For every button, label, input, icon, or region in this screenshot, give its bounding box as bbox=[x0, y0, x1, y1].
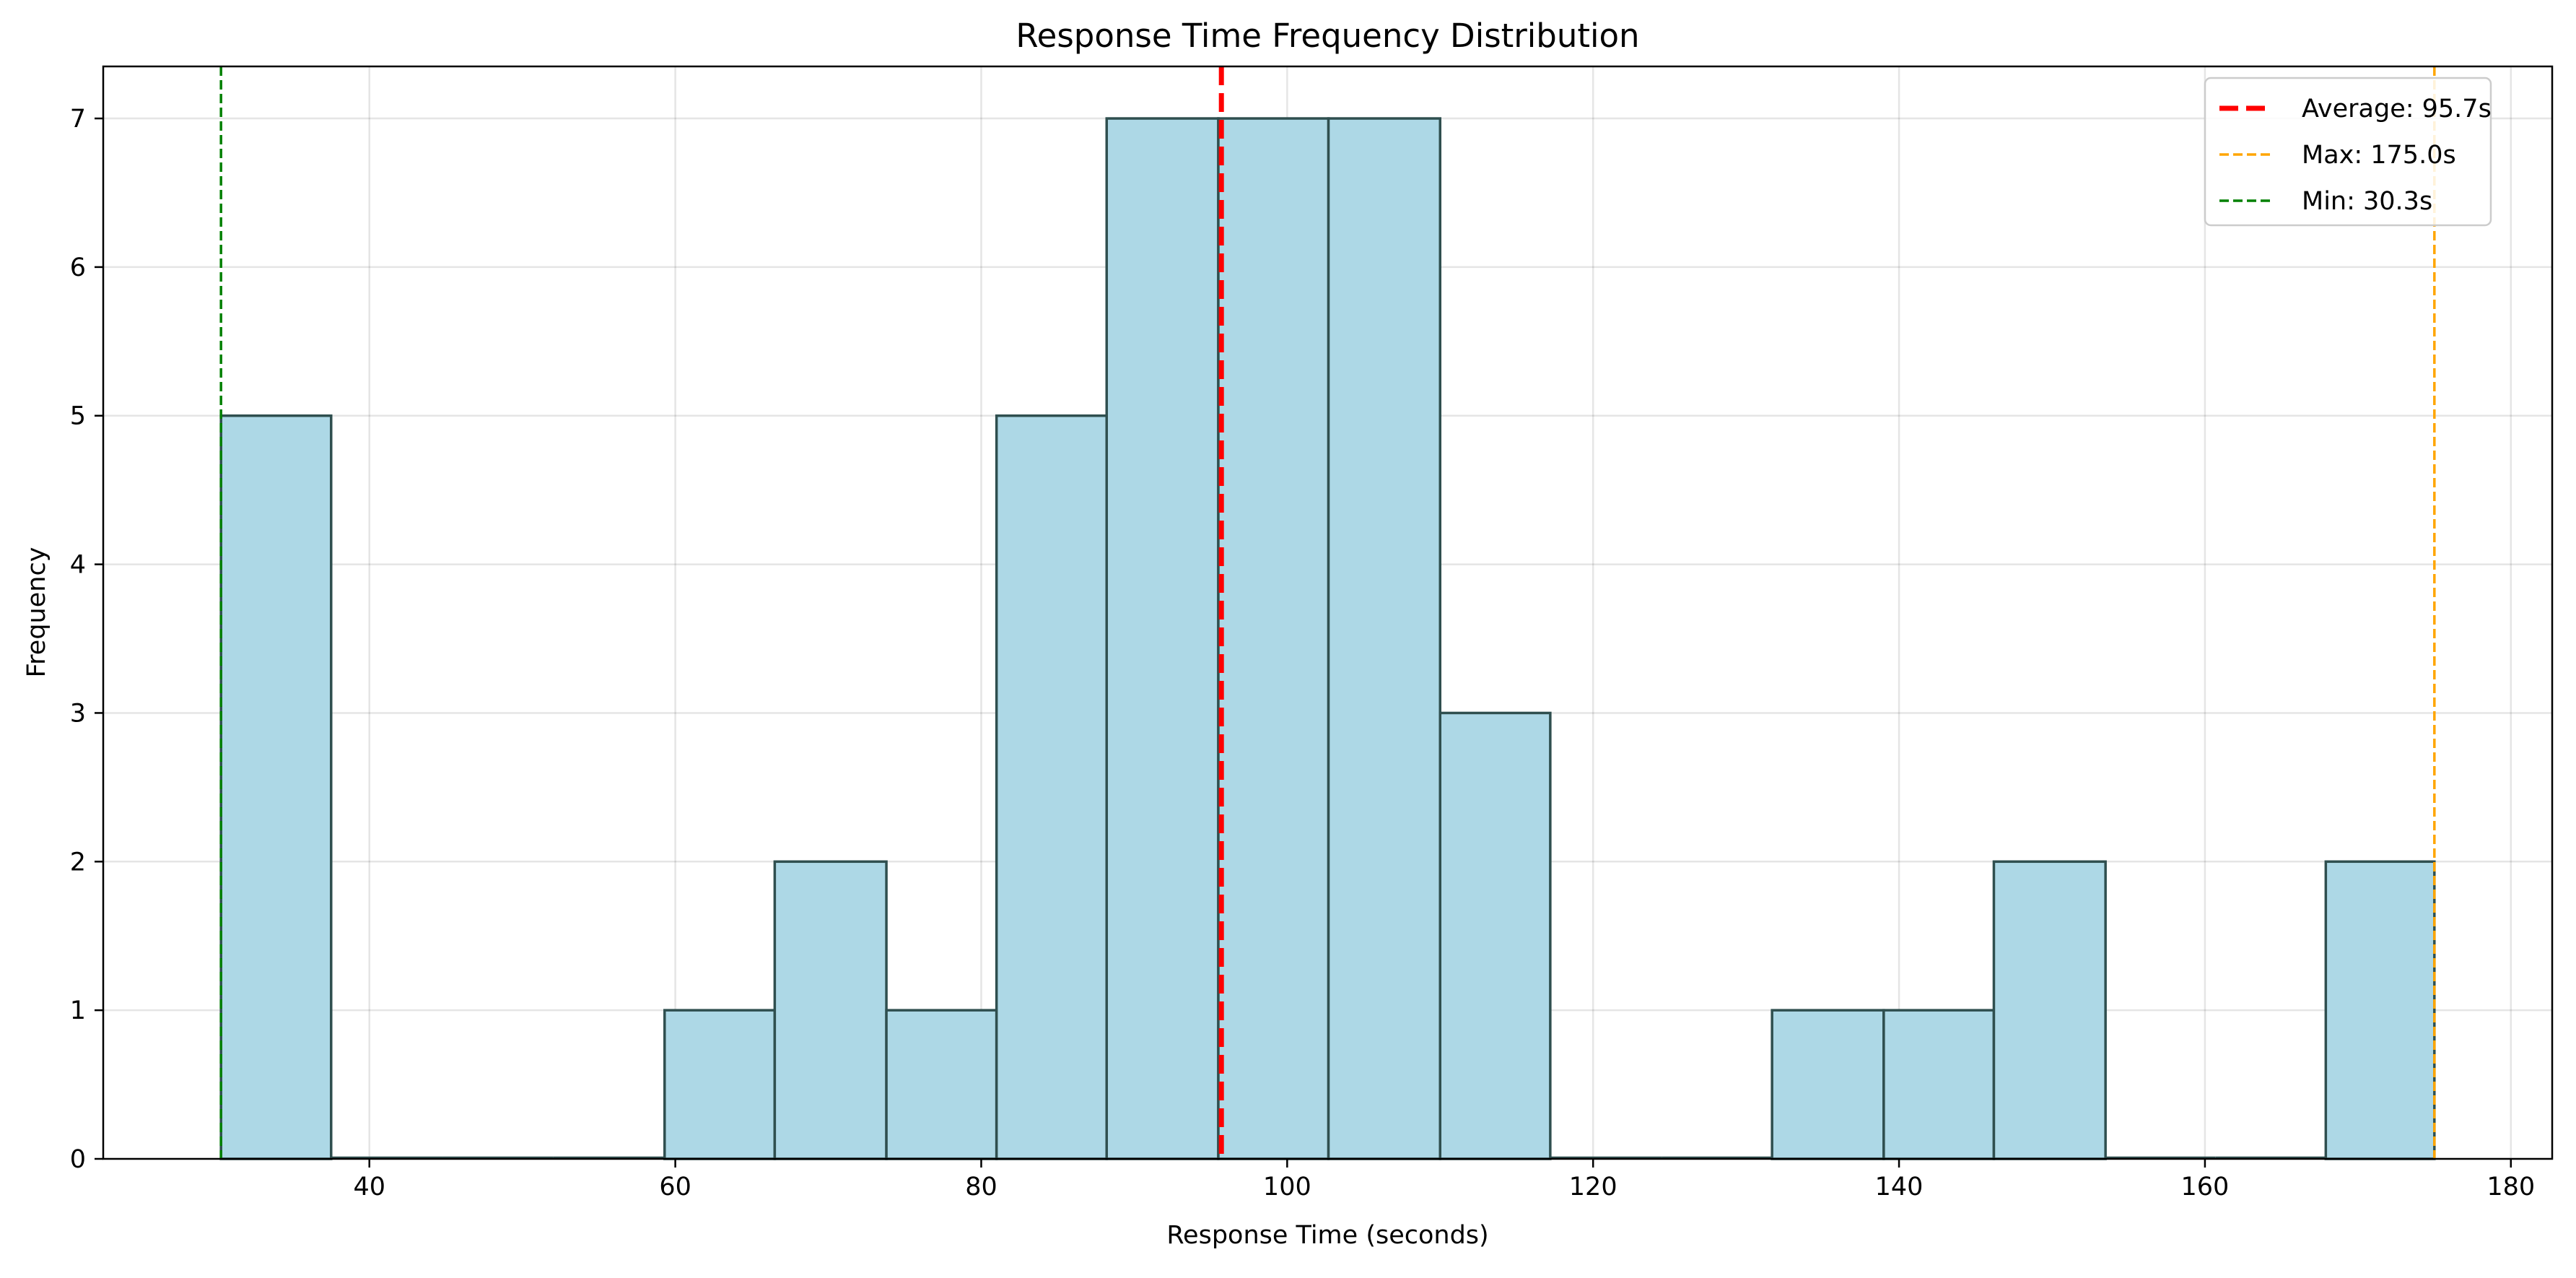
y-tick-label: 4 bbox=[70, 551, 86, 580]
histogram-bar bbox=[995, 414, 1109, 1160]
x-tick-label: 60 bbox=[659, 1173, 691, 1201]
legend-frame bbox=[2204, 77, 2492, 227]
y-axis-label: Frequency bbox=[22, 547, 51, 678]
x-tick-label: 140 bbox=[1875, 1173, 1924, 1201]
x-tick-label: 120 bbox=[1569, 1173, 1617, 1201]
legend-label: Max: 175.0s bbox=[2302, 141, 2456, 170]
x-axis-label: Response Time (seconds) bbox=[1166, 1221, 1488, 1250]
histogram-bar bbox=[219, 414, 333, 1160]
x-tick-label: 80 bbox=[965, 1173, 997, 1201]
bars-layer bbox=[219, 117, 2436, 1160]
reference-lines-layer bbox=[219, 66, 2436, 1159]
histogram-bar bbox=[1438, 711, 1552, 1160]
legend-label: Min: 30.3s bbox=[2302, 187, 2432, 216]
x-tick-label: 160 bbox=[2181, 1173, 2230, 1201]
chart-title: Response Time Frequency Distribution bbox=[1016, 17, 1639, 55]
histogram-bar bbox=[2324, 860, 2436, 1160]
y-tick-label: 2 bbox=[70, 848, 86, 877]
histogram-bar bbox=[1105, 117, 1220, 1160]
plot-frame bbox=[102, 65, 2554, 1160]
histogram-bar bbox=[663, 1009, 777, 1160]
x-tick-label: 100 bbox=[1263, 1173, 1311, 1201]
histogram-bar bbox=[1882, 1009, 1996, 1160]
y-tick-label: 6 bbox=[70, 253, 86, 282]
histogram-bar bbox=[885, 1009, 998, 1160]
y-tick-label: 0 bbox=[70, 1145, 86, 1174]
y-tick-label: 3 bbox=[70, 699, 86, 728]
x-tick-label: 40 bbox=[353, 1173, 385, 1201]
ticks-layer: 40 60 80 100 120 140 160 180 0 1 2 3 4 5 6 7 bbox=[70, 105, 2535, 1201]
y-tick-label: 1 bbox=[70, 996, 86, 1025]
x-tick-label: 180 bbox=[2487, 1173, 2535, 1201]
histogram-bar bbox=[1217, 117, 1330, 1160]
histogram-bar bbox=[773, 860, 888, 1160]
histogram-bar bbox=[1327, 117, 1442, 1160]
y-tick-label: 7 bbox=[70, 105, 86, 134]
histogram-bar bbox=[1992, 860, 2107, 1160]
legend-label: Average: 95.7s bbox=[2302, 95, 2492, 123]
histogram-bar bbox=[1771, 1009, 1885, 1160]
y-tick-label: 5 bbox=[70, 402, 86, 431]
legend: Average: 95.7s Max: 175.0s Min: 30.3s bbox=[2204, 77, 2492, 227]
